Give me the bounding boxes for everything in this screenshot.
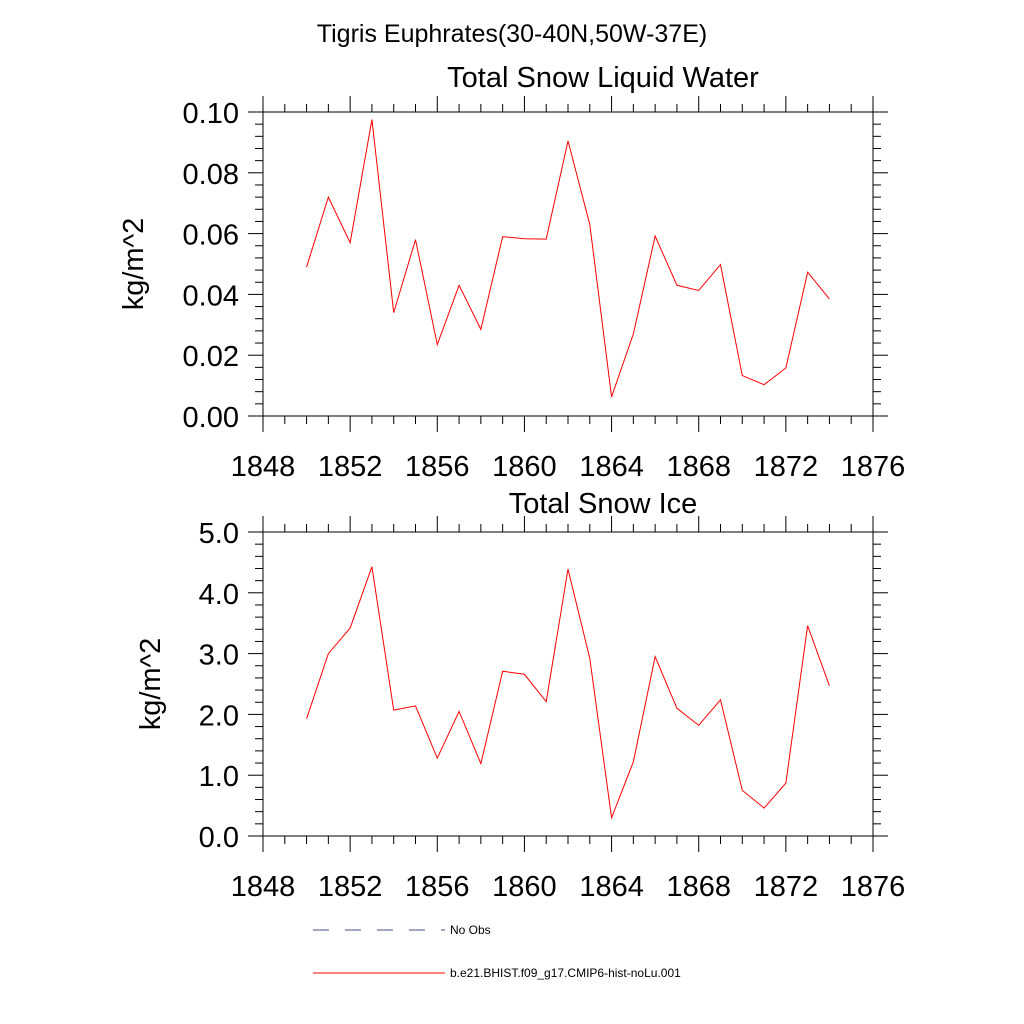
y-tick-label: 4.0 (199, 579, 239, 611)
x-tick-label: 1860 (492, 871, 557, 903)
y-tick-label: 5.0 (199, 518, 239, 550)
legend-label-model-run: b.e21.BHIST.f09_g17.CMIP6-hist-noLu.001 (450, 966, 681, 980)
chart-panel-snow-liquid-water: Total Snow Liquid Water kg/m^2 1848 1852 185… (118, 62, 905, 483)
legend: No Obs b.e21.BHIST.f09_g17.CMIP6-hist-no… (313, 923, 681, 980)
y-tick-label: 0.04 (183, 280, 239, 312)
x-tick-label: 1852 (318, 451, 383, 483)
plot-frame (262, 531, 874, 837)
x-tick-label: 1876 (841, 871, 906, 903)
series-line-b-e21-bhist-f09-g17-cmip6-hist-nolu-001 (306, 566, 830, 820)
x-tick-label: 1872 (754, 451, 819, 483)
y-axis-label: kg/m^2 (135, 638, 167, 731)
main-title: Tigris Euphrates(30-40N,50W-37E) (317, 20, 707, 48)
x-tick-label: 1856 (405, 451, 470, 483)
y-tick-label: 0.0 (199, 822, 239, 854)
x-tick-label: 1848 (231, 451, 296, 483)
x-tick-label: 1864 (579, 451, 644, 483)
y-tick-label: 0.08 (183, 159, 239, 191)
x-tick-label: 1856 (405, 871, 470, 903)
series-line-b-e21-bhist-f09-g17-cmip6-hist-nolu-001 (306, 119, 830, 398)
y-tick-label: 2.0 (199, 700, 239, 732)
y-tick-label: 0.10 (183, 98, 239, 130)
y-axis-label: kg/m^2 (118, 218, 150, 311)
x-tick-label: 1848 (231, 871, 296, 903)
x-tick-label: 1860 (492, 451, 557, 483)
y-tick-label: 0.00 (183, 402, 239, 434)
x-tick-label: 1876 (841, 451, 906, 483)
y-tick-label: 0.02 (183, 341, 239, 373)
plot-frame (262, 111, 874, 417)
chart-title: Total Snow Liquid Water (447, 62, 759, 94)
y-tick-label: 3.0 (199, 640, 239, 672)
y-tick-label: 0.06 (183, 220, 239, 252)
x-tick-label: 1868 (666, 871, 731, 903)
chart-panel-snow-ice: Total Snow Ice kg/m^2 1848 1852 1856 1860 1864… (135, 488, 905, 903)
legend-label-no-obs: No Obs (450, 923, 491, 937)
y-tick-label: 1.0 (199, 761, 239, 793)
x-tick-label: 1868 (666, 451, 731, 483)
x-tick-label: 1852 (318, 871, 383, 903)
x-tick-label: 1872 (754, 871, 819, 903)
x-tick-label: 1864 (579, 871, 644, 903)
chart-title: Total Snow Ice (509, 488, 698, 520)
